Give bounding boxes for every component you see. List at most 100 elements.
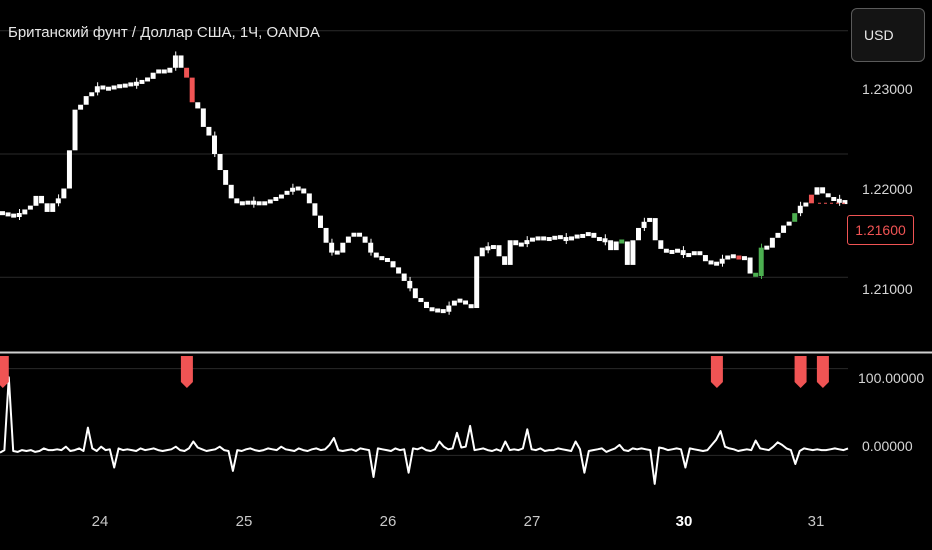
price-candle bbox=[658, 240, 664, 249]
price-candle bbox=[83, 96, 89, 105]
price-candle bbox=[11, 213, 17, 218]
price-candle bbox=[239, 201, 245, 206]
price-candle bbox=[730, 254, 736, 259]
price-candle bbox=[742, 256, 747, 261]
price-candle bbox=[451, 300, 457, 306]
price-candle bbox=[178, 55, 184, 68]
price-candle bbox=[384, 257, 390, 262]
price-candle bbox=[736, 255, 742, 260]
price-candle bbox=[22, 209, 28, 215]
price-candle bbox=[764, 245, 770, 250]
price-candle bbox=[295, 186, 301, 191]
symbol-title[interactable]: Британский фунт / Доллар США, 1Ч, OANDA bbox=[8, 24, 320, 41]
price-tick-1: 1.23000 bbox=[862, 81, 913, 97]
signal-marker bbox=[180, 356, 193, 388]
price-candle bbox=[792, 213, 798, 222]
date-tick-27: 27 bbox=[523, 513, 541, 530]
price-candle bbox=[100, 85, 106, 90]
price-candle bbox=[647, 217, 653, 222]
price-candle bbox=[89, 92, 95, 97]
price-candle bbox=[842, 200, 848, 205]
price-candle bbox=[557, 235, 563, 240]
price-candle bbox=[697, 251, 703, 256]
price-candle bbox=[708, 260, 714, 265]
price-candle bbox=[412, 288, 418, 299]
last-price-tag: 1.21600 bbox=[847, 215, 914, 245]
price-candle bbox=[490, 245, 496, 250]
currency-button[interactable]: USD bbox=[851, 8, 925, 62]
price-candle bbox=[195, 102, 201, 109]
price-candle bbox=[725, 255, 731, 260]
price-candle bbox=[273, 196, 279, 201]
price-candle bbox=[262, 201, 268, 206]
price-candle bbox=[474, 256, 480, 309]
price-candle bbox=[122, 83, 128, 88]
price-candle bbox=[569, 236, 575, 241]
price-candle bbox=[596, 237, 602, 242]
price-candle bbox=[234, 198, 240, 204]
price-candle bbox=[753, 272, 759, 277]
price-candle bbox=[78, 104, 84, 110]
price-candle bbox=[513, 240, 519, 246]
signal-marker bbox=[816, 356, 829, 388]
date-tick-30: 30 bbox=[675, 513, 693, 530]
indicator-tick-0: 0.00000 bbox=[862, 438, 913, 454]
price-candle bbox=[574, 234, 580, 239]
price-candle bbox=[312, 203, 318, 216]
price-candle bbox=[552, 235, 558, 240]
price-candle bbox=[318, 215, 323, 228]
price-candle bbox=[463, 300, 469, 305]
price-candle bbox=[619, 239, 625, 244]
price-candle bbox=[106, 86, 111, 91]
price-candle bbox=[546, 237, 552, 242]
price-candle bbox=[814, 187, 820, 195]
price-candle bbox=[429, 307, 435, 312]
price-tick-3: 1.21000 bbox=[862, 281, 913, 297]
price-candle bbox=[636, 227, 641, 241]
price-candle bbox=[278, 194, 284, 199]
price-candle bbox=[591, 232, 597, 238]
price-candle bbox=[323, 227, 329, 243]
price-candle bbox=[357, 232, 363, 237]
price-candle bbox=[820, 187, 826, 194]
price-candle bbox=[580, 233, 586, 238]
indicator-grid bbox=[0, 368, 848, 456]
price-candle bbox=[401, 273, 407, 281]
price-candle bbox=[831, 196, 837, 201]
price-tick-2: 1.22000 bbox=[862, 181, 913, 197]
price-candle bbox=[44, 203, 50, 212]
price-candle bbox=[145, 77, 151, 82]
price-candle bbox=[702, 255, 708, 262]
price-candle bbox=[301, 188, 307, 194]
price-candle bbox=[39, 195, 45, 204]
date-tick-24: 24 bbox=[91, 513, 109, 530]
price-candle bbox=[747, 257, 753, 274]
price-candle bbox=[396, 267, 402, 274]
price-candle bbox=[200, 108, 206, 127]
price-candle bbox=[284, 190, 290, 195]
price-candle bbox=[217, 154, 223, 171]
price-candle bbox=[50, 203, 56, 212]
signal-marker bbox=[710, 356, 723, 388]
price-candles bbox=[0, 51, 848, 315]
price-candle bbox=[256, 201, 262, 206]
price-candle bbox=[825, 193, 831, 198]
price-candle bbox=[362, 236, 368, 243]
price-candle bbox=[379, 256, 385, 261]
price-candle bbox=[72, 109, 78, 151]
price-candle bbox=[351, 232, 357, 237]
price-candle bbox=[613, 241, 619, 251]
price-candle bbox=[167, 67, 173, 73]
date-tick-26: 26 bbox=[379, 513, 397, 530]
price-candle bbox=[61, 188, 67, 199]
price-candle bbox=[373, 252, 379, 258]
price-candle bbox=[781, 225, 787, 233]
price-candle bbox=[0, 211, 5, 216]
price-candle bbox=[66, 150, 72, 189]
price-candle bbox=[585, 232, 591, 237]
price-candle bbox=[518, 242, 524, 247]
price-candle bbox=[786, 221, 792, 226]
price-candle bbox=[435, 308, 441, 313]
price-candle bbox=[345, 236, 351, 243]
